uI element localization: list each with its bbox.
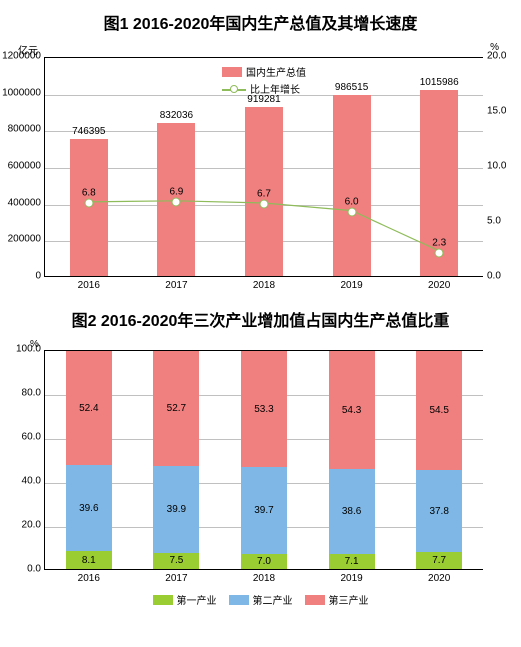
segment: 52.4 — [66, 351, 112, 465]
swatch — [229, 595, 249, 605]
line-marker — [435, 248, 444, 257]
chart2-title: 图2 2016-2020年三次产业增加值占国内生产总值比重 — [10, 307, 511, 331]
swatch — [153, 595, 173, 605]
segment: 7.1 — [329, 554, 375, 569]
swatch — [305, 595, 325, 605]
legend-item: 第三产业 — [305, 592, 369, 607]
bar-slot: 7.539.952.72017 — [133, 351, 221, 569]
chart1-plot: 国内生产总值 比上年增长 020000040000060000080000010… — [44, 57, 483, 277]
chart2-bars: 8.139.652.420167.539.952.720177.039.753.… — [45, 351, 483, 569]
line-value-label: 6.9 — [169, 187, 183, 198]
chart1: 图1 2016-2020年国内生产总值及其增长速度 亿元 % 国内生产总值 比上… — [10, 10, 511, 277]
chart1-legend-bar: 国内生产总值 — [222, 64, 306, 79]
bar-slot: 7.138.654.32019 — [308, 351, 396, 569]
chart1-ytick-left: 800000 — [0, 124, 45, 135]
bar-swatch — [222, 67, 242, 77]
x-tick: 2016 — [78, 280, 100, 291]
line-swatch — [222, 84, 246, 94]
chart1-ytick-left: 400000 — [0, 197, 45, 208]
segment: 39.9 — [153, 466, 199, 553]
segment: 54.5 — [416, 351, 462, 470]
chart1-ytick-right: 0.0 — [483, 271, 517, 282]
x-tick: 2018 — [253, 573, 275, 584]
chart1-ytick-right: 15.0 — [483, 106, 517, 117]
line-marker — [260, 200, 269, 209]
chart1-ytick-right: 10.0 — [483, 161, 517, 172]
line-marker — [84, 199, 93, 208]
legend-label: 第三产业 — [329, 592, 369, 607]
x-tick: 2019 — [340, 280, 362, 291]
line-marker — [172, 198, 181, 207]
segment: 39.7 — [241, 467, 287, 554]
chart1-legend: 国内生产总值 比上年增长 — [222, 64, 306, 96]
chart2-plot: 0.020.040.060.080.0100.08.139.652.420167… — [44, 350, 483, 570]
segment: 54.3 — [329, 351, 375, 469]
chart1-legend-bar-label: 国内生产总值 — [246, 64, 306, 79]
segment: 53.3 — [241, 351, 287, 467]
x-tick: 2016 — [78, 573, 100, 584]
stacked-bar: 7.138.654.3 — [329, 351, 375, 569]
chart1-ytick-left: 200000 — [0, 234, 45, 245]
segment: 7.7 — [416, 552, 462, 569]
x-tick: 2017 — [165, 573, 187, 584]
legend-label: 第二产业 — [253, 592, 293, 607]
chart2-ytick: 40.0 — [0, 476, 45, 487]
segment: 39.6 — [66, 465, 112, 551]
chart1-legend-line-label: 比上年增长 — [250, 81, 300, 96]
chart1-ytick-left: 1200000 — [0, 51, 45, 62]
chart1-legend-line: 比上年增长 — [222, 81, 300, 96]
chart2-ytick: 80.0 — [0, 388, 45, 399]
chart1-ytick-right: 20.0 — [483, 51, 517, 62]
chart1-ytick-left: 0 — [0, 271, 45, 282]
line-value-label: 6.8 — [82, 188, 96, 199]
x-tick: 2018 — [253, 280, 275, 291]
line-value-label: 2.3 — [432, 237, 446, 248]
x-tick: 2020 — [428, 573, 450, 584]
legend-label: 第一产业 — [177, 592, 217, 607]
segment: 7.0 — [241, 554, 287, 569]
bar-slot: 7.737.854.52020 — [395, 351, 483, 569]
chart1-ytick-right: 5.0 — [483, 216, 517, 227]
x-tick: 2020 — [428, 280, 450, 291]
stacked-bar: 7.737.854.5 — [416, 351, 462, 569]
bar-slot: 8.139.652.42016 — [45, 351, 133, 569]
line-value-label: 6.7 — [257, 189, 271, 200]
chart2: 图2 2016-2020年三次产业增加值占国内生产总值比重 % 0.020.04… — [10, 307, 511, 607]
legend-item: 第二产业 — [229, 592, 293, 607]
x-tick: 2019 — [340, 573, 362, 584]
chart1-ytick-left: 1000000 — [0, 87, 45, 98]
stacked-bar: 8.139.652.4 — [66, 351, 112, 569]
segment: 7.5 — [153, 553, 199, 569]
chart2-ytick: 20.0 — [0, 520, 45, 531]
stacked-bar: 7.539.952.7 — [153, 351, 199, 569]
chart2-ytick: 60.0 — [0, 432, 45, 443]
line-marker — [347, 208, 356, 217]
stacked-bar: 7.039.753.3 — [241, 351, 287, 569]
chart1-title: 图1 2016-2020年国内生产总值及其增长速度 — [10, 10, 511, 34]
segment: 37.8 — [416, 470, 462, 552]
line-value-label: 6.0 — [345, 197, 359, 208]
segment: 38.6 — [329, 469, 375, 553]
segment: 52.7 — [153, 351, 199, 466]
x-tick: 2017 — [165, 280, 187, 291]
bar-slot: 7.039.753.32018 — [220, 351, 308, 569]
segment: 8.1 — [66, 551, 112, 569]
chart2-legend: 第一产业 第二产业 第三产业 — [10, 592, 511, 607]
legend-item: 第一产业 — [153, 592, 217, 607]
chart2-ytick: 100.0 — [0, 344, 45, 355]
chart1-ytick-left: 600000 — [0, 161, 45, 172]
chart2-ytick: 0.0 — [0, 564, 45, 575]
